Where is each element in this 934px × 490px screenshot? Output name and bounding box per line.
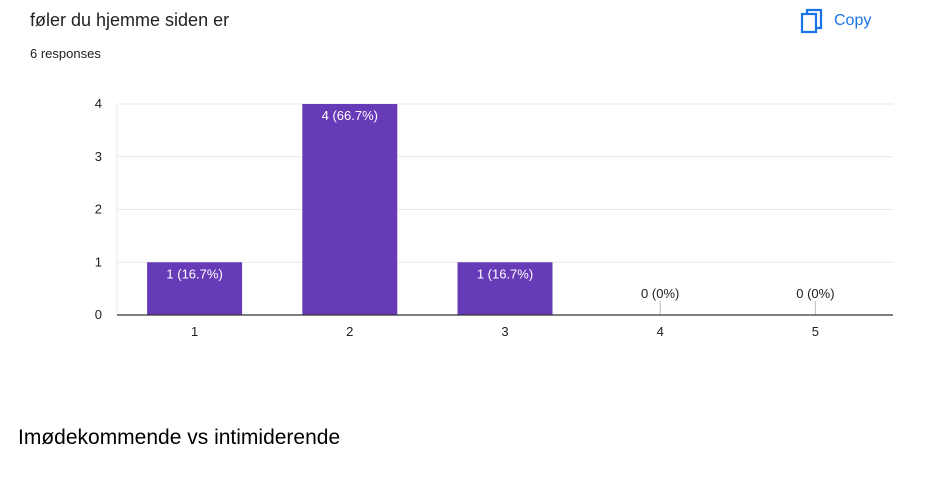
- x-tick-label: 2: [346, 324, 353, 339]
- bar-data-label: 0 (0%): [796, 286, 834, 301]
- y-tick-label: 2: [95, 202, 102, 217]
- x-tick-label: 4: [657, 324, 664, 339]
- copy-icon: [800, 8, 824, 34]
- x-tick-label: 3: [501, 324, 508, 339]
- x-tick-label: 5: [812, 324, 819, 339]
- y-tick-label: 1: [95, 254, 102, 269]
- bar-data-label: 0 (0%): [641, 286, 679, 301]
- y-tick-label: 3: [95, 149, 102, 164]
- y-tick-label: 4: [95, 96, 102, 111]
- bar: [147, 262, 243, 315]
- bar-data-label: 4 (66.7%): [322, 108, 378, 123]
- section-heading: Imødekommende vs intimiderende: [18, 426, 341, 449]
- copy-label: Copy: [834, 12, 872, 29]
- bar: [302, 104, 398, 315]
- bar-data-label: 1 (16.7%): [166, 266, 222, 281]
- y-tick-label: 0: [95, 307, 102, 322]
- bar-chart: 0 1 2 3 4 1 (16.7%) 1 4 (66.7%) 2 1 (16.7%) 3 0 (0%…: [95, 96, 893, 339]
- copy-button[interactable]: Copy: [796, 6, 875, 36]
- response-count: 6 responses: [30, 46, 101, 61]
- bar-data-label: 1 (16.7%): [477, 266, 533, 281]
- question-title: føler du hjemme siden er: [30, 10, 230, 30]
- x-tick-label: 1: [191, 324, 198, 339]
- bar: [457, 262, 553, 315]
